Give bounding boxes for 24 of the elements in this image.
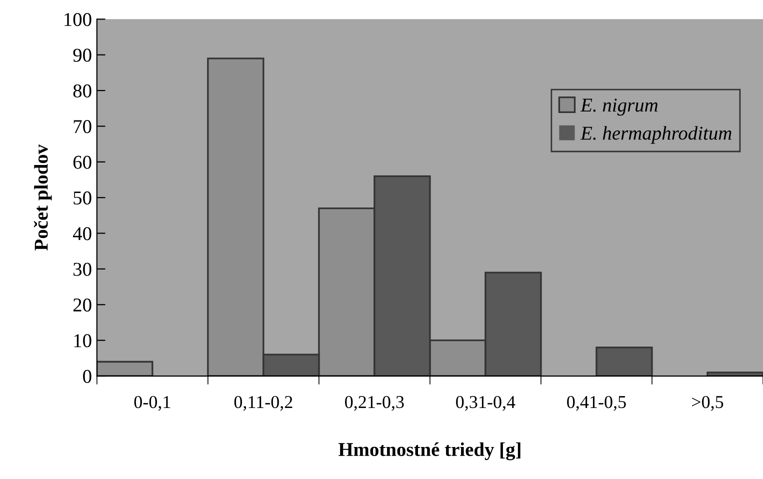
- y-tick-label: 70: [74, 120, 92, 134]
- y-tick-label: 20: [73, 298, 92, 312]
- y-tick-label: 90: [73, 48, 92, 62]
- bar: [96, 360, 154, 376]
- x-tick-label: 0,41-0,5: [567, 396, 626, 411]
- legend-label: E. nigrum: [580, 98, 658, 116]
- y-tick-label: 100: [64, 12, 92, 26]
- bar: [706, 372, 763, 376]
- y-tick-label: 30: [74, 262, 92, 276]
- x-tick-label: 0,31-0,4: [456, 396, 516, 411]
- legend-label: E. hermaphroditum: [580, 126, 732, 144]
- y-tick-label: 50: [74, 191, 92, 205]
- x-tick-label: >0,5: [692, 396, 724, 411]
- y-tick-label: 10: [74, 334, 92, 348]
- y-tick-label: 60: [73, 156, 92, 169]
- y-axis-title: Počet plodov: [34, 144, 52, 250]
- y-tick-label: 0: [83, 370, 92, 383]
- x-tick-label: 0,21-0,3: [345, 396, 404, 411]
- y-tick-label: 40: [72, 227, 92, 240]
- y-tick-label: 80: [73, 84, 92, 98]
- bar: [596, 346, 653, 376]
- x-tick-label: 0-0,1: [134, 396, 170, 411]
- x-axis-title: Hmotnostné triedy [g]: [338, 442, 520, 460]
- x-tick-label: 0,11-0,2: [234, 396, 292, 411]
